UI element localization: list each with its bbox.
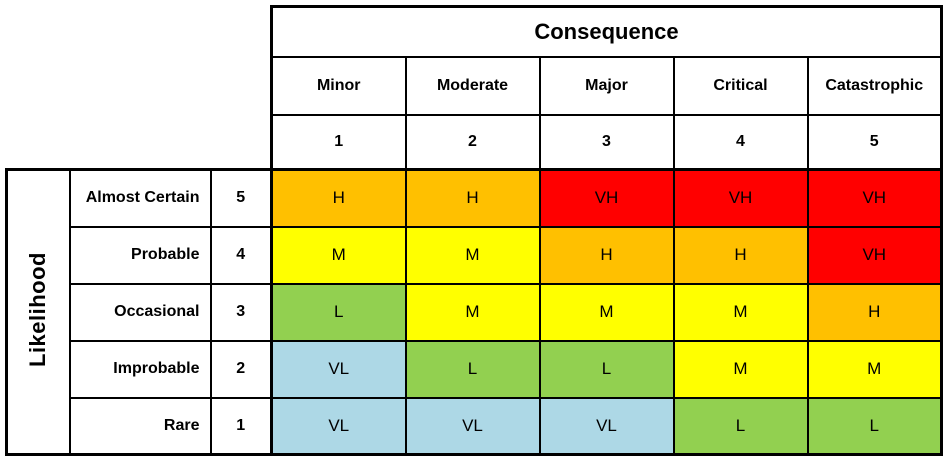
likelihood-row-number-3: 3 [209, 282, 273, 342]
risk-cell-1-4: L [672, 396, 809, 456]
likelihood-row-number-2: 2 [209, 339, 273, 399]
risk-cell-5-3: VH [538, 168, 675, 228]
risk-cell-1-2: VL [404, 396, 541, 456]
risk-cell-4-4: H [672, 225, 809, 285]
risk-cell-3-1: L [270, 282, 407, 342]
likelihood-row-label-4: Probable [68, 225, 212, 285]
consequence-col-label-5: Catastrophic [806, 55, 943, 116]
risk-matrix-table: Consequence Minor Moderate Major Critica… [5, 5, 943, 456]
likelihood-row-label-2: Improbable [68, 339, 212, 399]
risk-cell-2-4: M [672, 339, 809, 399]
risk-cell-5-1: H [270, 168, 407, 228]
risk-cell-4-5: VH [806, 225, 943, 285]
blank-corner [6, 56, 272, 115]
risk-cell-3-2: M [404, 282, 541, 342]
risk-cell-5-4: VH [672, 168, 809, 228]
blank-corner [6, 6, 272, 57]
likelihood-row-number-4: 4 [209, 225, 273, 285]
blank-corner [6, 114, 272, 170]
risk-cell-5-2: H [404, 168, 541, 228]
risk-cell-2-1: VL [270, 339, 407, 399]
consequence-col-label-3: Major [538, 55, 675, 116]
consequence-col-number-4: 4 [672, 113, 809, 171]
consequence-col-number-3: 3 [538, 113, 675, 171]
consequence-col-label-1: Minor [270, 55, 407, 116]
consequence-col-number-2: 2 [404, 113, 541, 171]
risk-cell-3-5: H [806, 282, 943, 342]
risk-cell-4-2: M [404, 225, 541, 285]
risk-cell-2-3: L [538, 339, 675, 399]
risk-cell-2-2: L [404, 339, 541, 399]
likelihood-row-label-1: Rare [68, 396, 212, 456]
consequence-col-label-4: Critical [672, 55, 809, 116]
consequence-col-number-5: 5 [806, 113, 943, 171]
consequence-col-number-1: 1 [270, 113, 407, 171]
risk-cell-1-3: VL [538, 396, 675, 456]
likelihood-row-label-3: Occasional [68, 282, 212, 342]
likelihood-vertical-label: Likelihood [25, 252, 51, 367]
risk-cell-4-3: H [538, 225, 675, 285]
likelihood-row-label-5: Almost Certain [68, 168, 212, 228]
likelihood-row-number-1: 1 [209, 396, 273, 456]
risk-cell-1-5: L [806, 396, 943, 456]
risk-cell-5-5: VH [806, 168, 943, 228]
consequence-header: Consequence [270, 5, 943, 58]
risk-cell-3-3: M [538, 282, 675, 342]
likelihood-row-number-5: 5 [209, 168, 273, 228]
risk-cell-3-4: M [672, 282, 809, 342]
likelihood-header: Likelihood [5, 168, 71, 456]
risk-cell-1-1: VL [270, 396, 407, 456]
risk-cell-4-1: M [270, 225, 407, 285]
consequence-col-label-2: Moderate [404, 55, 541, 116]
risk-cell-2-5: M [806, 339, 943, 399]
